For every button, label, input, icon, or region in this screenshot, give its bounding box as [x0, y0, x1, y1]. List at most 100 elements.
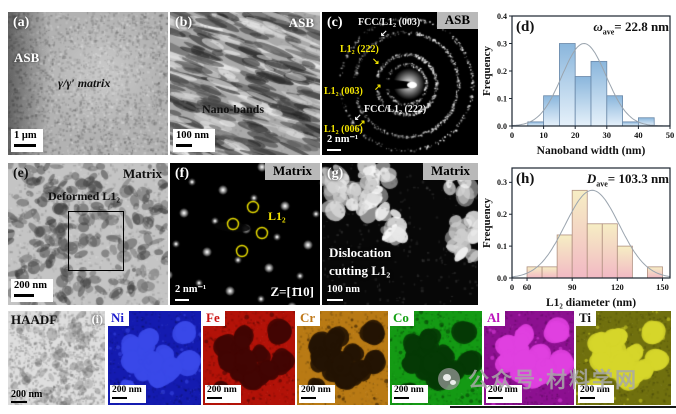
scale-bar-line-ti: [580, 396, 595, 399]
scale-text-b: 100 nm: [176, 129, 209, 141]
scale-bar-line-ni: [112, 396, 127, 399]
tem-panel-b: (b) ASB Nano-bands 100 nm: [170, 12, 320, 155]
scale-bar-cr: 200 nm: [299, 385, 335, 403]
panel-letter-e: (e): [13, 166, 29, 181]
eds-map-al: Al 200 nm: [484, 311, 574, 405]
element-label-cr: Cr: [297, 311, 321, 327]
scale-bar-co: 200 nm: [392, 385, 428, 403]
scale-text-fe: 200 nm: [207, 385, 237, 396]
panel-letter-h: (h): [516, 171, 535, 187]
scale-bar-al: 200 nm: [486, 385, 522, 403]
svg-text:0.2: 0.2: [497, 67, 507, 76]
haadf-label: HAADF: [11, 312, 58, 327]
svg-text:50: 50: [666, 130, 675, 140]
chart-h-header: (h) Dave= 103.3 nm: [516, 171, 669, 189]
mean-width-stat: ωave= 22.8 nm: [593, 19, 669, 37]
svg-text:0.4: 0.4: [497, 12, 507, 21]
scale-text-c: 2 nm⁻¹: [327, 134, 359, 146]
element-label-co: Co: [390, 311, 414, 327]
haadf-image: [8, 311, 105, 405]
mean-diameter-stat: Dave= 103.3 nm: [586, 171, 669, 189]
svg-text:120: 120: [611, 282, 624, 292]
l12-spot-label: L1₂: [268, 209, 286, 223]
panel-letter-d: (d): [516, 19, 535, 35]
saed-panel-c: (c) ASB FCC/L1₂ (003) ↙ L1₂ (222) ↘ L1₂ …: [322, 12, 478, 155]
svg-text:0.1: 0.1: [497, 242, 507, 251]
scale-bar-line-f: [175, 298, 189, 301]
dislocation-annotation-line1: Dislocation: [329, 245, 392, 260]
svg-text:Frequency: Frequency: [482, 198, 493, 248]
svg-text:90: 90: [568, 282, 577, 292]
eds-map-co: Co 200 nm: [390, 311, 482, 405]
watermark-text: 公众号·材料学网: [468, 368, 639, 392]
region-label-asb-b: ASB: [288, 15, 314, 30]
element-label-ti: Ti: [576, 311, 597, 327]
histogram-d-svg: 0 10 20 30 40 50 0.0 0.1 0.2 0.3 0.4 Nanoband width…: [482, 12, 675, 157]
scale-text-ni: 200 nm: [112, 385, 142, 396]
saed-panel-f: (f) Matrix L1₂ Z=[1̄10] 2 nm⁻¹: [170, 163, 320, 305]
panel-letter-i: (i): [91, 312, 103, 326]
scale-bar-line-fe: [207, 396, 222, 399]
ring-arrow: ↙: [380, 28, 388, 38]
svg-text:0.2: 0.2: [497, 210, 507, 219]
scale-bar-ni: 200 nm: [110, 385, 146, 403]
deformed-l12-annotation: Deformed L1₂: [48, 189, 120, 203]
ring-label-l12-222: L1₂ (222): [340, 44, 379, 55]
panel-letter-f: (f): [175, 166, 189, 181]
scale-text-co: 200 nm: [394, 385, 424, 396]
svg-text:0: 0: [510, 282, 514, 292]
scale-bar-line-c: [327, 148, 341, 151]
svg-text:0.3: 0.3: [497, 178, 507, 187]
darkfield-image-g: [322, 163, 478, 305]
saed-pattern-c: [322, 12, 478, 155]
panel-letter-a: (a): [13, 15, 30, 30]
panel-letter-c: (c): [327, 15, 343, 30]
dislocation-annotation-line2: cutting L1₂: [329, 263, 391, 278]
roi-box: [68, 211, 124, 271]
zone-axis-label: Z=[1̄10]: [270, 284, 314, 299]
region-label-matrix-e: Matrix: [123, 166, 162, 181]
scale-text-e: 200 nm: [14, 279, 47, 291]
scale-bar-haadf: 200 nm: [11, 388, 43, 403]
scale-bar-ti: 200 nm: [578, 385, 614, 403]
svg-text:Nanoband width (nm): Nanoband width (nm): [537, 145, 646, 157]
matrix-annotation-a: γ/γ′ matrix: [58, 76, 111, 90]
scale-bar-line-co: [394, 396, 409, 399]
panel-letter-b: (b): [175, 15, 193, 30]
svg-text:150: 150: [656, 282, 669, 292]
ring-arrow: ↙: [354, 112, 362, 122]
svg-text:60: 60: [523, 282, 532, 292]
histogram-l12-diameter: 0 60 90 120 150 0.0 0.1 0.2 0.3 L1₂ diameter (nm)…: [482, 162, 676, 310]
scale-bar-b: 100 nm: [173, 128, 215, 152]
eds-map-fe: Fe 200 nm: [203, 311, 295, 405]
region-chip-matrix-f: Matrix: [265, 163, 320, 181]
scale-bar-line-e: [14, 294, 34, 297]
scale-bar-line-g: [327, 298, 343, 301]
scale-bar-line-a: [14, 144, 36, 147]
scale-bar-f: 2 nm⁻¹: [175, 284, 206, 301]
svg-text:0.3: 0.3: [497, 39, 507, 48]
histogram-h-svg: 0 60 90 120 150 0.0 0.1 0.2 0.3 L1₂ diameter (nm)…: [482, 167, 671, 309]
scale-bar-line-cr: [301, 396, 316, 399]
ring-label-l12-006: L1₂ (006): [324, 124, 363, 135]
watermark: 公众号·材料学网: [438, 364, 638, 394]
scale-text-ti: 200 nm: [580, 385, 610, 396]
scale-bar-g: 100 nm: [327, 284, 360, 301]
element-label-ni: Ni: [108, 311, 129, 327]
ring-arrow: ↘: [372, 56, 380, 66]
scale-bar-fe: 200 nm: [205, 385, 241, 403]
ring-label-fcc-l12-222: FCC/L1₂ (222): [364, 104, 427, 115]
scale-bar-line-al: [488, 396, 503, 399]
saed-pattern-f: [170, 163, 320, 305]
scale-bar-e: 200 nm: [11, 278, 53, 302]
tem-panel-e: (e) Matrix Deformed L1₂ 200 nm: [8, 163, 168, 305]
scale-text-al: 200 nm: [488, 385, 518, 396]
tem-panel-a: (a) ASB γ/γ′ matrix 1 μm: [8, 12, 168, 155]
region-chip-asb-c: ASB: [436, 12, 478, 30]
scale-text-haadf: 200 nm: [11, 388, 43, 400]
svg-text:0: 0: [510, 130, 514, 140]
scale-bar-line-b: [176, 144, 192, 147]
panel-letter-g: (g): [327, 166, 344, 181]
ring-label-l12-003: L1₂ (003): [324, 86, 363, 97]
